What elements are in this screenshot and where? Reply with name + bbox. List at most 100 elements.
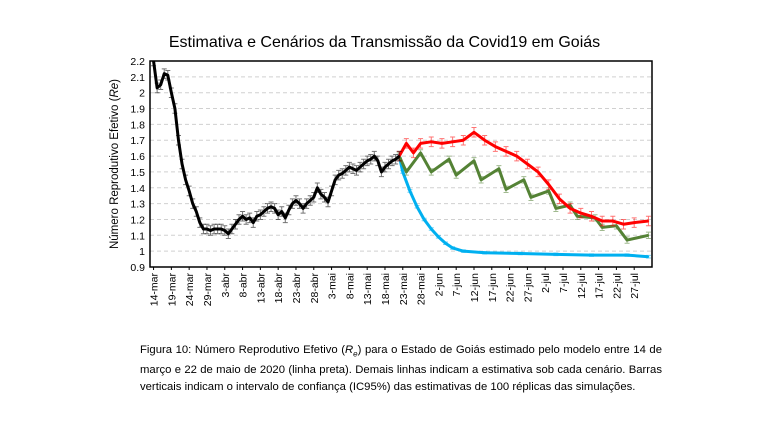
data-point [401,171,404,173]
data-point [626,239,628,241]
x-tick-label: 17-jul [594,273,606,299]
series-line [152,61,401,236]
data-point [352,167,354,170]
data-point [590,215,593,218]
data-point [216,228,219,230]
series-group [151,61,402,239]
data-point [159,83,162,86]
data-point [273,207,276,210]
data-point [576,215,579,218]
x-tick-label: 22-jul [611,273,623,299]
data-point [355,169,358,172]
caption-prefix: Figura 10: Número Reprodutivo Efetivo ( [140,344,345,356]
series-line [397,151,649,242]
data-point [206,228,208,230]
x-tick-label: 3-mai [327,273,339,299]
series-group [396,127,651,230]
data-point [419,142,422,145]
data-point [530,196,532,199]
figure-caption: Figura 10: Número Reprodutivo Efetivo (R… [140,342,662,396]
x-tick-label: 27-jul [629,273,641,299]
data-point [555,253,557,256]
data-point [419,152,422,154]
data-point [579,212,582,214]
data-point [184,179,187,181]
data-point [494,145,497,148]
data-point [519,252,522,255]
x-tick-label: 23-mai [398,273,410,305]
x-tick-label: 28-mai [416,273,428,305]
chart-title: Estimativa e Cenários da Transmissão da … [168,34,601,51]
data-point [288,209,290,211]
data-point [409,190,411,192]
data-point [398,155,401,157]
data-point [462,139,465,142]
y-tick-label: 1.6 [130,151,145,163]
data-point [241,215,244,218]
data-point [312,196,315,199]
data-point [405,171,408,173]
data-point [451,141,454,143]
data-point [334,179,336,181]
data-point [263,210,265,213]
data-point [384,166,386,168]
data-point [547,190,550,192]
data-point [483,251,486,254]
chart-plot: 0.9 1 1.1 1.2 1.3 1.4 1.5 1.6 1.7 1.8 1.9 2 2.1 2.2 14… [130,56,653,307]
data-point [612,220,614,222]
x-tick-label: 7-jun [451,273,463,297]
x-tick-label: 3-abr [220,273,232,298]
data-point [387,163,390,165]
x-tick-label: 12-jun [469,273,481,302]
data-point [259,213,262,216]
y-tick-label: 2 [139,88,145,100]
x-tick-label: 24-mar [184,273,196,307]
y-tick-label: 1 [139,246,145,258]
data-point [362,163,365,165]
data-point [209,229,212,232]
data-point [473,160,475,162]
series-group [396,154,651,259]
plot-frame [149,60,653,268]
caption-symbol: R [345,344,354,356]
data-point [167,74,169,77]
data-point [195,210,198,213]
data-point [345,169,347,172]
data-point [569,207,571,210]
data-point [245,218,247,221]
data-point [555,207,557,210]
x-tick-label: 12-jul [576,273,588,299]
x-tick-label: 8-mai [344,273,356,299]
data-point [505,150,507,153]
data-point [323,196,326,199]
caption-text: ) para o Estado de Goiás estimado pelo m… [140,344,662,394]
data-point [405,142,408,145]
data-point [270,205,272,208]
y-tick-label: 1.5 [130,167,145,179]
data-point [337,174,340,176]
x-tick-label: 22-jun [505,273,517,302]
data-point [188,190,190,192]
data-point [348,166,351,168]
data-point [202,228,205,230]
data-point [234,223,237,226]
data-point [181,163,183,165]
y-tick-label: 1.3 [130,199,145,211]
data-point [526,163,529,165]
data-point [177,139,180,142]
y-tick-label: 1.4 [130,183,145,195]
data-point [320,193,322,195]
data-point [451,247,454,249]
x-tick-label: 18-abr [273,273,285,304]
x-tick-label: 2-jun [433,273,445,297]
data-point [366,160,368,162]
y-tick-label: 1.2 [130,214,145,226]
data-point [174,107,176,110]
data-point [316,186,319,189]
data-point [266,207,269,210]
data-point [647,234,650,237]
data-point [277,213,279,216]
data-point [558,198,561,200]
data-point [430,171,433,173]
x-tick-label: 14-mar [149,273,161,307]
